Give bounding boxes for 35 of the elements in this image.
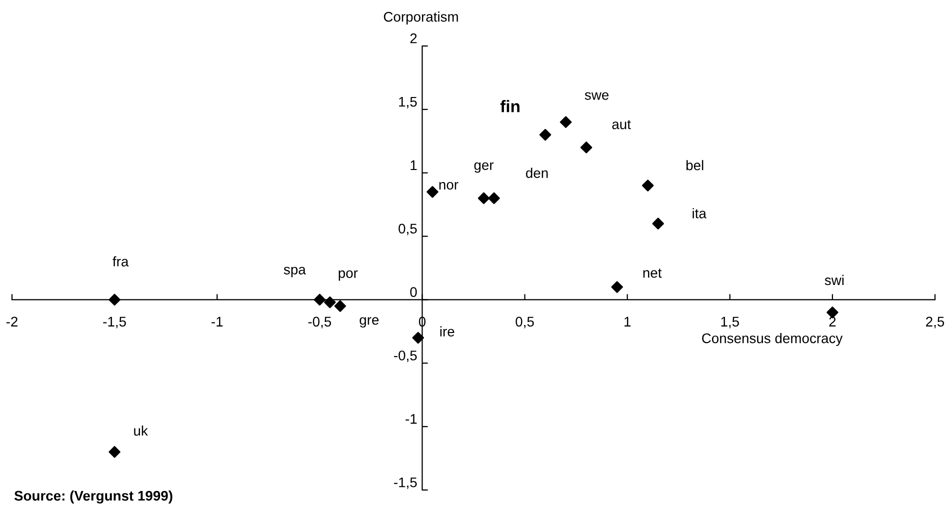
- source-note: Source: (Vergunst 1999): [14, 490, 172, 504]
- x-tick-label: -1: [212, 316, 223, 326]
- annotation: spa: [284, 266, 306, 278]
- y-axis-title: Corporatism: [384, 12, 458, 24]
- x-tick-label: -2: [6, 316, 18, 326]
- annotation: net: [643, 268, 662, 278]
- x-tick-label: 0,5: [516, 316, 534, 328]
- annotation: aut: [612, 120, 631, 130]
- x-tick-label: 2,5: [926, 316, 944, 328]
- x-tick-label: -1,5: [103, 316, 126, 328]
- annotation: ger: [474, 162, 494, 173]
- x-tick-label: -0,5: [308, 316, 332, 328]
- y-tick-label: -1,5: [394, 478, 417, 489]
- annotation: fra: [112, 256, 129, 266]
- x-tick-label: 1: [624, 316, 631, 326]
- y-tick-label: 1: [410, 160, 417, 170]
- annotation: den: [526, 168, 548, 178]
- annotation: nor: [439, 182, 458, 190]
- annotation: por: [338, 270, 358, 281]
- y-tick-label: -1: [406, 414, 417, 424]
- y-tick-label: 0: [410, 287, 417, 297]
- annotation: uk: [134, 425, 148, 436]
- annotation: ita: [692, 208, 706, 218]
- y-tick-label: 1,5: [399, 96, 417, 108]
- annotation: fin: [500, 100, 520, 112]
- annotation: swe: [584, 92, 609, 100]
- annotation: swi: [824, 274, 844, 286]
- y-tick-label: 2: [410, 33, 417, 44]
- y-tick-label: -0,5: [394, 350, 417, 362]
- annotation: bel: [686, 160, 704, 170]
- annotation: gre: [360, 317, 379, 328]
- y-tick-label: 0,5: [398, 224, 417, 236]
- annotation: ire: [440, 326, 454, 336]
- x-tick-label: 1,5: [721, 316, 739, 328]
- x-axis-title: Consensus democracy: [702, 333, 843, 346]
